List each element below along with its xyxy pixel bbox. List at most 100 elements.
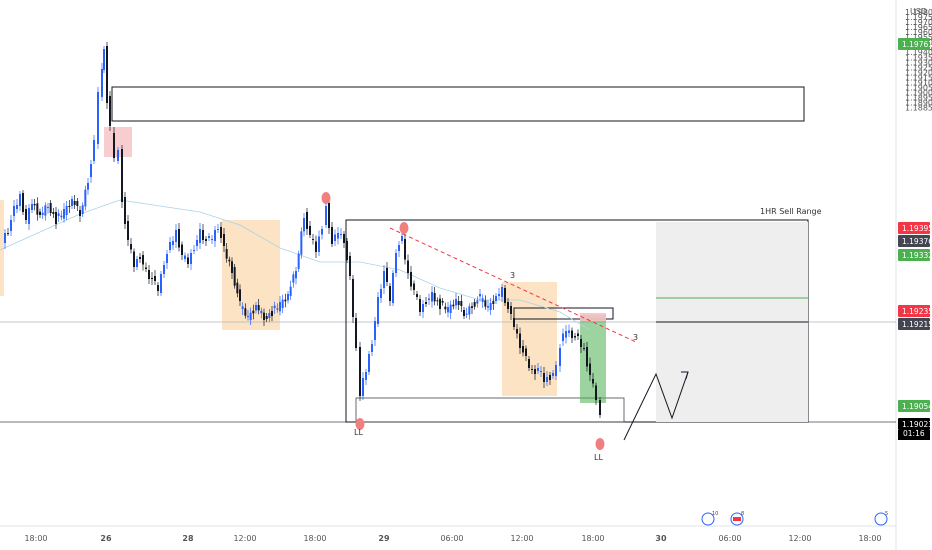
candle-body: [559, 348, 561, 366]
candle-body: [495, 296, 497, 301]
candle-body: [228, 259, 231, 262]
countdown-label: 01:16: [903, 429, 925, 438]
candle-body: [19, 194, 21, 206]
y-tick-label: 1.19400: [905, 48, 932, 57]
candle-body: [334, 234, 336, 241]
candle-body: [252, 310, 255, 314]
candle-body: [389, 286, 391, 301]
candle-body: [130, 244, 132, 250]
candle-body: [136, 259, 138, 267]
candle-body: [565, 331, 567, 338]
zones: [0, 127, 557, 396]
event-badge-count: 5: [885, 511, 888, 517]
candle-body: [166, 254, 168, 263]
candle-body: [444, 306, 447, 310]
orange-zone: [502, 282, 557, 396]
price-tag-label: 1.19054: [902, 402, 932, 411]
candle-body: [368, 354, 370, 372]
demand-box[interactable]: [355, 397, 625, 423]
event-badges[interactable]: 10 8 5: [701, 511, 888, 526]
time-axis[interactable]: 18:00 26 28 12:00 18:00 29 06:00 12:00 18:00 30 06…: [0, 525, 896, 543]
event-badge-icon[interactable]: [701, 512, 715, 526]
candle-body: [537, 368, 539, 371]
candle-body: [463, 310, 465, 316]
candle-body: [439, 298, 441, 309]
y-tick-label: 1.19250: [905, 63, 932, 72]
currency-label: USD: [910, 7, 927, 16]
candle-body: [157, 285, 159, 291]
trend-line[interactable]: [389, 227, 637, 343]
y-tick-label: 1.19050: [905, 83, 932, 92]
candle-body: [555, 365, 557, 376]
candle-body: [199, 229, 201, 243]
candle-body: [595, 385, 597, 400]
candle-body: [337, 233, 339, 239]
candle-body: [81, 205, 84, 214]
candle-body: [455, 299, 457, 306]
y-tick-label: 1.19000: [905, 88, 932, 97]
candle-body: [151, 278, 153, 279]
y-tick-label: 1.19800: [905, 8, 932, 17]
candle-body: [531, 369, 533, 370]
candle-body: [546, 377, 548, 382]
candle-body: [101, 69, 103, 97]
candle-body: [479, 294, 481, 297]
candle-body: [441, 301, 444, 303]
candle-body: [49, 203, 52, 213]
candle-body: [10, 220, 12, 231]
candle-body: [481, 298, 484, 302]
projection-arrow[interactable]: [623, 371, 689, 441]
price-tag: [898, 305, 930, 317]
y-tick-label: 1.19150: [905, 73, 932, 82]
y-tick-label: 1.19700: [905, 18, 932, 27]
candle-body: [447, 307, 449, 313]
candle-body: [148, 270, 150, 279]
countdown-bg: [898, 430, 930, 440]
candle-body: [7, 233, 9, 234]
event-badge-icon[interactable]: [874, 512, 888, 526]
y-tick-label: 1.19200: [905, 68, 932, 77]
price-axis[interactable]: USD 1.198001.197501.197001.196501.196001…: [895, 0, 932, 550]
candle-body: [205, 239, 207, 241]
candle-body: [63, 209, 65, 219]
candle-body: [52, 212, 55, 214]
candle-body: [433, 293, 436, 302]
candle-body: [223, 234, 225, 246]
candle-body: [121, 149, 123, 202]
y-tick-label: 1.19350: [905, 53, 932, 62]
candle-body: [60, 215, 63, 218]
candle-body: [196, 240, 198, 246]
supply-box[interactable]: [111, 86, 805, 122]
candle-body: [145, 267, 147, 269]
candle-body: [580, 339, 582, 347]
x-tick-label: 06:00: [718, 534, 741, 543]
candle-body: [457, 301, 460, 305]
candle-body: [489, 303, 492, 310]
candle-body: [407, 260, 409, 273]
candle-body: [583, 348, 585, 349]
candle-body: [239, 289, 241, 301]
long-position-box[interactable]: [580, 315, 606, 403]
candle-body: [468, 306, 471, 315]
x-tick-label: 12:00: [788, 534, 811, 543]
candle-body: [225, 249, 228, 259]
candle-body: [127, 221, 129, 240]
candle-body: [328, 203, 330, 228]
candle-body: [160, 274, 162, 293]
y-tick-label: 1.18950: [905, 94, 932, 103]
candle-body: [460, 301, 463, 306]
flag-icon: [733, 517, 741, 521]
candle-body: [233, 267, 236, 286]
candle-body: [309, 226, 311, 235]
ll-label: LL: [594, 453, 603, 462]
swing-high-marker: [321, 192, 331, 204]
candle-body: [574, 336, 576, 338]
candle-body: [65, 206, 68, 215]
candle-body: [255, 305, 257, 311]
candle-body: [260, 310, 263, 314]
candle-body: [175, 230, 177, 242]
candle-body: [392, 273, 394, 303]
candle-body: [68, 206, 71, 207]
candle-body: [365, 372, 367, 380]
